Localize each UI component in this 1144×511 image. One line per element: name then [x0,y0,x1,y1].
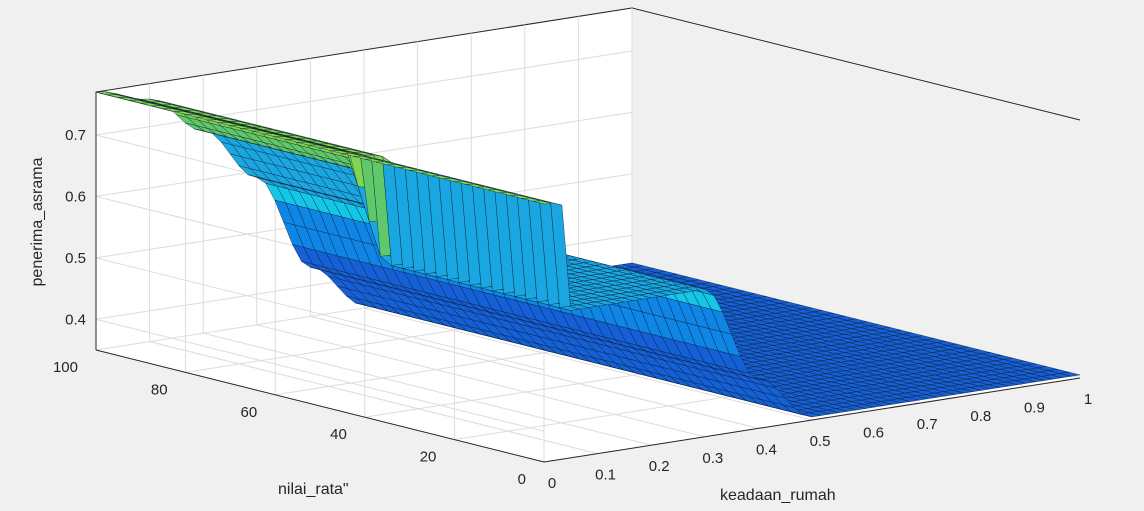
grid-line [363,307,813,421]
x-tick-label: 0.1 [595,467,616,484]
grid-line [310,315,759,429]
surface-patch [1059,371,1081,377]
grid-line [95,318,545,432]
x-tick-label: 0.4 [756,441,777,458]
z-tick-label: 0.7 [65,127,86,144]
surface-mesh [95,91,1081,418]
x-tick-label: 0.6 [863,425,884,442]
grid-line [256,324,705,438]
x-tick-label: 1 [1084,391,1092,408]
axes-box-front [95,92,1081,463]
y-tick-label: 100 [53,359,78,376]
y-tick-label: 80 [151,381,168,398]
z-tick-label: 0.6 [65,188,86,205]
x-tick-label: 0.9 [1024,399,1045,416]
box-edge [95,349,1081,463]
x-tick-label: 0.8 [970,408,991,425]
y-tick-label: 20 [420,449,437,466]
x-tick-label: 0.3 [702,450,723,467]
y-tick-label: 0 [518,471,526,488]
z-tick-label: 0.5 [65,250,86,267]
x-axis-label: keadaan_rumah [720,487,836,504]
x-tick-label: 0 [548,475,556,492]
y-tick-label: 40 [330,426,347,443]
grid-line [95,257,545,371]
x-tick-label: 0.5 [810,433,831,450]
x-tick-label: 0.2 [649,458,670,475]
grid-line [203,332,652,446]
x-tick-label: 0.7 [917,416,938,433]
tick-labels: 0 0.1 0.2 0.3 0.4 0.5 0.6 0.7 0.8 0.9 1 0 20 40 60 80 10… [53,127,1092,492]
y-tick-label: 60 [241,404,258,421]
y-axis-label: nilai_rata" [278,481,349,498]
box-edge [631,7,1081,121]
z-axis-label: penerima_asrama [29,157,46,286]
z-tick-label: 0.4 [65,311,86,328]
grid-line [149,341,598,455]
